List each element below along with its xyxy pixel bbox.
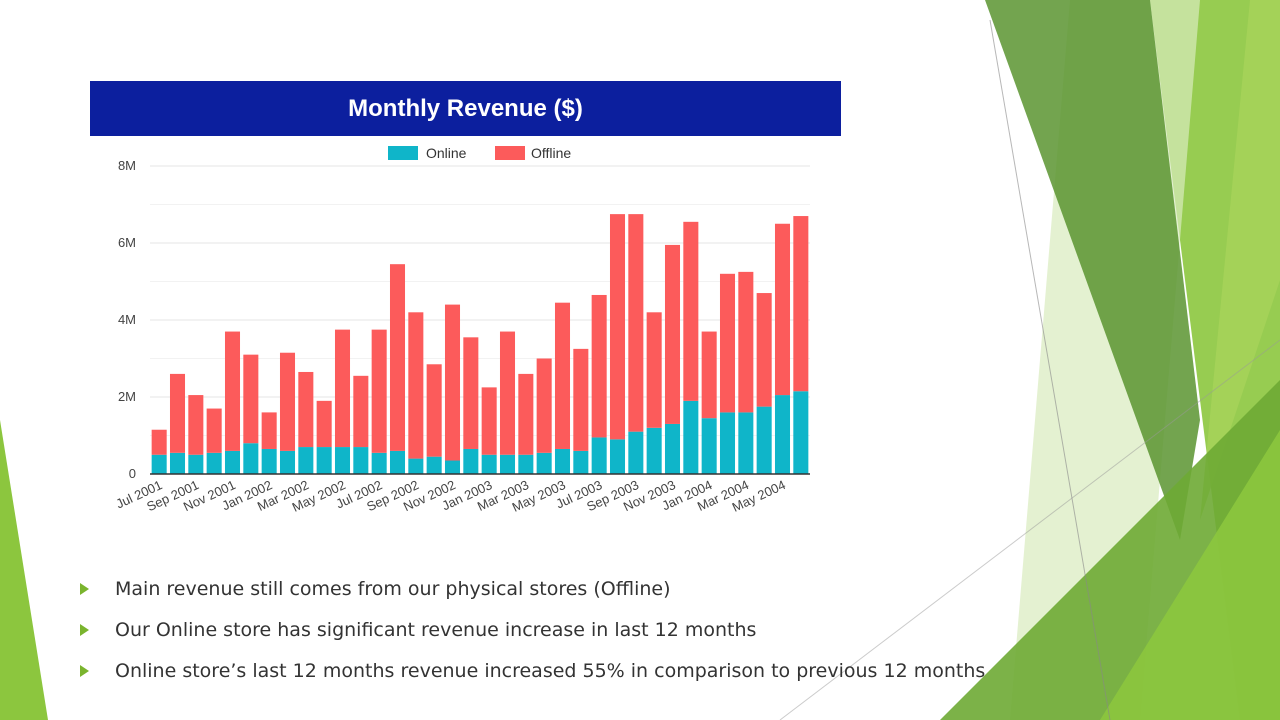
bar-online bbox=[793, 391, 809, 474]
bar-online bbox=[206, 452, 222, 474]
bar-online bbox=[188, 454, 204, 474]
bar-offline bbox=[701, 331, 717, 419]
bar-offline bbox=[298, 371, 314, 448]
bar-online bbox=[664, 423, 681, 474]
bullet-text: Our Online store has significant revenue… bbox=[115, 618, 757, 641]
bar-online bbox=[683, 400, 699, 474]
bar-online bbox=[243, 443, 259, 474]
y-tick-label: 2M bbox=[118, 389, 136, 404]
bar-online bbox=[609, 439, 626, 474]
bar-offline bbox=[609, 214, 626, 440]
bar-offline bbox=[261, 412, 277, 449]
bar-online bbox=[261, 448, 277, 474]
bar-offline bbox=[774, 223, 791, 396]
bar-offline bbox=[353, 375, 369, 448]
bar-offline bbox=[389, 264, 406, 451]
bar-offline bbox=[499, 331, 516, 455]
bar-offline bbox=[756, 293, 772, 407]
bar-online bbox=[573, 450, 589, 474]
bar-offline bbox=[481, 387, 497, 455]
bar-offline bbox=[463, 337, 479, 449]
bar-offline bbox=[444, 304, 461, 461]
bar-offline bbox=[151, 429, 167, 455]
bar-online bbox=[334, 447, 351, 474]
bar-online bbox=[426, 456, 442, 474]
bar-offline bbox=[683, 221, 699, 401]
bar-offline bbox=[591, 294, 607, 438]
bar-offline bbox=[371, 329, 387, 453]
bar-offline bbox=[719, 273, 736, 413]
y-tick-label: 0 bbox=[129, 466, 136, 481]
bar-online bbox=[719, 412, 736, 474]
bar-online bbox=[591, 437, 607, 474]
triangle-bullet-icon bbox=[80, 582, 89, 595]
chart-title: Monthly Revenue ($) bbox=[90, 81, 841, 136]
bar-offline bbox=[738, 271, 754, 413]
triangle-bullet-icon bbox=[80, 664, 89, 677]
y-tick-label: 8M bbox=[118, 158, 136, 173]
bar-offline bbox=[554, 302, 571, 449]
bar-offline bbox=[169, 373, 186, 453]
bar-online bbox=[463, 448, 479, 474]
bar-offline bbox=[316, 400, 332, 448]
bar-offline bbox=[426, 364, 442, 457]
bar-online bbox=[371, 452, 387, 474]
legend-swatch-offline bbox=[495, 146, 525, 160]
y-tick-label: 6M bbox=[118, 235, 136, 250]
bar-online bbox=[646, 427, 662, 474]
bar-offline bbox=[646, 312, 662, 428]
bar-offline bbox=[793, 216, 809, 392]
bar-online bbox=[738, 412, 754, 474]
bar-online bbox=[481, 454, 497, 474]
bullet-list: Main revenue still comes from our physic… bbox=[80, 568, 985, 691]
bar-offline bbox=[188, 395, 204, 455]
bar-online bbox=[756, 406, 772, 474]
bar-online bbox=[518, 454, 534, 474]
legend-label-online: Online bbox=[426, 145, 467, 161]
bar-offline bbox=[573, 348, 589, 451]
y-tick-label: 4M bbox=[118, 312, 136, 327]
bar-offline bbox=[408, 312, 424, 459]
bar-online bbox=[151, 454, 167, 474]
legend-label-offline: Offline bbox=[531, 145, 571, 161]
bar-online bbox=[554, 448, 571, 474]
bar-offline bbox=[279, 352, 296, 451]
bar-online bbox=[701, 418, 717, 474]
bar-online bbox=[279, 450, 296, 474]
bullet-item: Online store’s last 12 months revenue in… bbox=[80, 650, 985, 691]
bar-online bbox=[444, 460, 461, 474]
bar-offline bbox=[536, 358, 552, 453]
legend-swatch-online bbox=[388, 146, 418, 160]
bar-offline bbox=[334, 329, 351, 448]
bar-online bbox=[499, 454, 516, 474]
bar-offline bbox=[224, 331, 241, 451]
bar-online bbox=[408, 458, 424, 474]
bar-online bbox=[224, 450, 241, 474]
bullet-item: Main revenue still comes from our physic… bbox=[80, 568, 985, 609]
bar-online bbox=[389, 450, 406, 474]
bar-online bbox=[169, 452, 186, 474]
bar-offline bbox=[628, 214, 644, 432]
bullet-text: Online store’s last 12 months revenue in… bbox=[115, 659, 986, 682]
triangle-bullet-icon bbox=[80, 623, 89, 636]
bar-online bbox=[774, 395, 791, 474]
bar-online bbox=[298, 447, 314, 474]
bullet-item: Our Online store has significant revenue… bbox=[80, 609, 985, 650]
bar-offline bbox=[664, 244, 681, 424]
bullet-text: Main revenue still comes from our physic… bbox=[115, 577, 671, 600]
bar-online bbox=[628, 431, 644, 474]
bar-online bbox=[353, 447, 369, 474]
bar-online bbox=[316, 447, 332, 474]
bar-offline bbox=[243, 354, 259, 444]
bar-online bbox=[536, 452, 552, 474]
bar-offline bbox=[518, 373, 534, 455]
bar-offline bbox=[206, 408, 222, 453]
